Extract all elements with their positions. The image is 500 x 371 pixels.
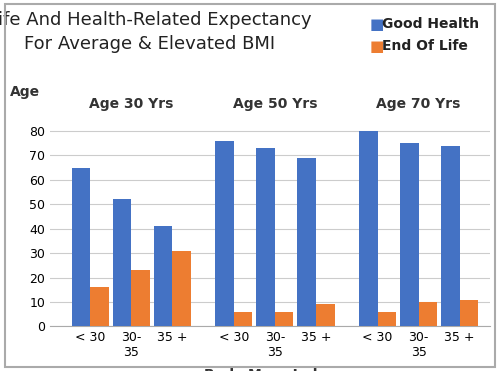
Bar (298, 158, 316, 326)
Bar (275, 312, 293, 326)
Bar (172, 251, 191, 326)
Bar (112, 199, 131, 326)
Text: Age 30 Yrs: Age 30 Yrs (89, 97, 174, 111)
Bar (460, 300, 478, 326)
Bar (215, 141, 234, 326)
Text: Age 70 Yrs: Age 70 Yrs (376, 97, 461, 111)
Bar (90, 288, 108, 326)
Bar (418, 302, 437, 326)
X-axis label: Body Mass Index: Body Mass Index (204, 368, 336, 371)
Bar (234, 312, 252, 326)
Bar (316, 305, 334, 326)
Bar (400, 143, 418, 326)
Text: Age: Age (10, 85, 40, 99)
Text: Age 50 Yrs: Age 50 Yrs (232, 97, 317, 111)
Bar (131, 270, 150, 326)
Bar (154, 226, 172, 326)
Text: Life And Health-Related Expectancy
For Average & Elevated BMI: Life And Health-Related Expectancy For A… (0, 11, 312, 53)
Text: ■: ■ (370, 39, 384, 54)
Bar (378, 312, 396, 326)
Bar (256, 148, 275, 326)
Bar (441, 145, 460, 326)
Bar (359, 131, 378, 326)
Text: End Of Life: End Of Life (382, 39, 468, 53)
Text: Good Health: Good Health (382, 17, 480, 31)
Bar (72, 168, 90, 326)
Text: ■: ■ (370, 17, 384, 32)
